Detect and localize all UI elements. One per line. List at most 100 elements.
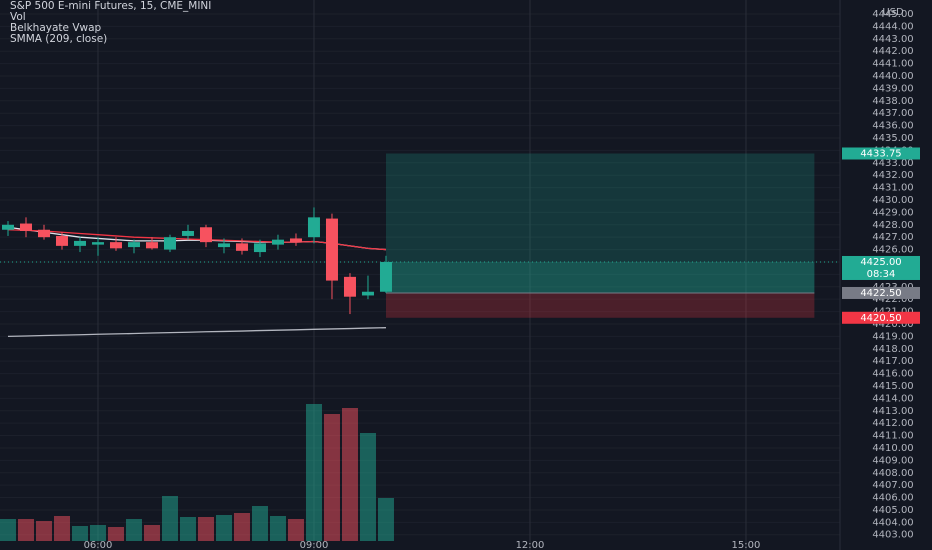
entry-label: 4422.50	[860, 288, 901, 299]
y-tick-label: 4404.00	[872, 517, 913, 528]
volume-pane	[0, 404, 394, 541]
y-tick-label: 4405.00	[872, 505, 913, 516]
x-tick-label: 09:00	[300, 540, 329, 550]
volume-bar	[359, 433, 376, 541]
y-tick-label: 4436.00	[872, 121, 913, 132]
legend-vwap: Belkhayate Vwap	[10, 22, 102, 34]
target-zone	[385, 153, 815, 293]
x-tick-label: 12:00	[516, 540, 545, 550]
y-tick-label: 4429.00	[872, 207, 913, 218]
y-tick-label: 4431.00	[872, 183, 913, 194]
y-tick-label: 4412.00	[872, 418, 913, 429]
candle-body	[127, 242, 140, 248]
volume-bar	[107, 527, 124, 541]
volume-bar	[305, 404, 322, 541]
candles	[1, 207, 392, 315]
y-tick-label: 4445.00	[872, 9, 913, 20]
y-tick-label: 4415.00	[872, 381, 913, 392]
y-tick-label: 4417.00	[872, 356, 913, 367]
y-tick-label: 4441.00	[872, 59, 913, 70]
candle-body	[1, 224, 14, 230]
candle-body	[235, 243, 248, 251]
y-tick-label: 4430.00	[872, 195, 913, 206]
y-tick-label: 4442.00	[872, 46, 913, 57]
y-tick-label: 4408.00	[872, 468, 913, 479]
y-tick-label: 4432.00	[872, 170, 913, 181]
grid	[97, 0, 747, 550]
y-tick-label: 4439.00	[872, 83, 913, 94]
currency: USD	[882, 7, 904, 18]
y-tick-label: 4403.00	[872, 530, 913, 541]
volume-bar	[17, 519, 34, 541]
candle-body	[73, 240, 86, 246]
target-label-bg	[842, 147, 920, 160]
y-tick-label: 4420.00	[872, 319, 913, 330]
y-tick-label: 4440.00	[872, 71, 913, 82]
y-tick-label: 4428.00	[872, 220, 913, 231]
legend-smma: SMMA (209, close)	[10, 33, 107, 45]
stop-label: 4420.50	[860, 313, 901, 324]
y-tick-label: 4437.00	[872, 108, 913, 119]
volume-bar	[161, 496, 178, 541]
candle-body	[19, 223, 32, 231]
candle-body	[145, 242, 158, 249]
candle-body	[217, 243, 230, 248]
stop-zone	[385, 292, 815, 318]
candle-body	[37, 229, 50, 238]
volume-bar	[251, 506, 268, 541]
volume-bar	[323, 414, 340, 541]
y-tick-label: 4409.00	[872, 455, 913, 466]
candle-body	[289, 238, 302, 243]
entry-label-bg	[842, 286, 920, 299]
volume-bar	[215, 515, 232, 541]
volume-bar	[53, 516, 70, 541]
last-price-label-bg	[842, 255, 920, 280]
smma-line	[7, 229, 387, 251]
volume-bar	[71, 526, 88, 541]
volume-bar	[143, 525, 160, 541]
volume-bar	[179, 517, 196, 541]
vwap-band	[7, 327, 386, 338]
volume-bar	[89, 525, 106, 541]
candle-body	[343, 276, 356, 297]
candle-body	[325, 218, 338, 281]
countdown: 08:34	[867, 269, 896, 280]
x-tick-label: 06:00	[84, 540, 113, 550]
volume-bar	[125, 519, 142, 541]
y-tick-label: 4444.00	[872, 21, 913, 32]
position-tool	[0, 153, 840, 318]
volume-bar	[233, 513, 250, 541]
volume-bar	[341, 408, 358, 541]
candle-body	[361, 291, 374, 296]
y-tick-label: 4418.00	[872, 344, 913, 355]
volume-bar	[287, 519, 304, 541]
last-price-label: 4425.00	[860, 257, 901, 268]
y-tick-label: 4416.00	[872, 369, 913, 380]
profit-fill	[385, 261, 815, 293]
chart-title: S&P 500 E-mini Futures, 15, CME_MINI	[10, 0, 211, 12]
legend-vol: Vol	[10, 11, 26, 23]
candle-body	[181, 230, 194, 236]
candle-body	[55, 235, 68, 246]
target-label: 4433.75	[860, 148, 901, 159]
indicator-lines	[7, 226, 387, 338]
x-tick-label: 15:00	[732, 540, 761, 550]
candle-body	[379, 261, 392, 292]
y-tick-label: 4407.00	[872, 480, 913, 491]
volume-bar	[269, 516, 286, 541]
candle-body	[109, 242, 122, 249]
y-tick-label: 4419.00	[872, 331, 913, 342]
candle-body	[163, 237, 176, 250]
y-tick-label: 4427.00	[872, 232, 913, 243]
y-tick-label: 4411.00	[872, 431, 913, 442]
candle-body	[199, 227, 212, 243]
volume-bar	[35, 521, 52, 541]
y-tick-label: 4422.00	[872, 294, 913, 305]
y-tick-label: 4438.00	[872, 96, 913, 107]
y-tick-label: 4435.00	[872, 133, 913, 144]
candle-body	[91, 242, 104, 245]
volume-bar	[197, 517, 214, 541]
y-tick-label: 4410.00	[872, 443, 913, 454]
